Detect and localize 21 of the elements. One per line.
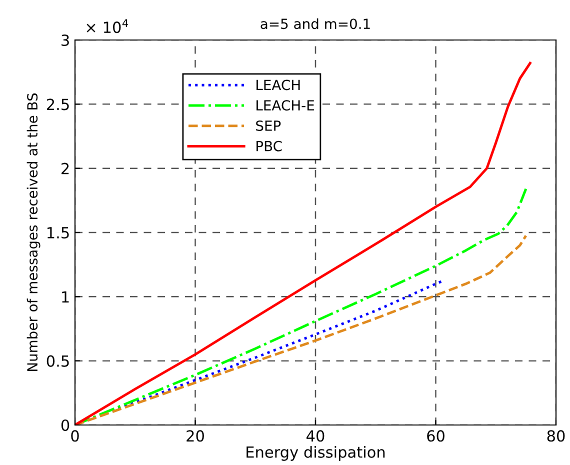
x-tick-label: 80 <box>547 430 565 442</box>
x-tick-label: 40 <box>306 430 324 442</box>
y-tick-label: 2.5 <box>46 98 69 110</box>
y-tick-label: 0.5 <box>46 355 69 367</box>
y-tick-label: 1 <box>62 291 69 302</box>
x-axis-title: Energy dissipation <box>246 446 385 461</box>
y-tick-label: 3 <box>62 34 69 46</box>
line-series <box>75 62 532 425</box>
x-tick-label: 60 <box>427 430 444 442</box>
x-tick-label: 0 <box>71 430 79 442</box>
legend-label: PBC <box>256 140 282 152</box>
text: × 10$^{4}$ <box>86 19 128 34</box>
legend-label: LEACH-E <box>256 100 314 111</box>
y-tick-label: 1.5 <box>48 227 69 239</box>
legend-label: LEACH <box>256 80 300 90</box>
chart-title: a=5 and m=0.1 <box>260 18 370 30</box>
y-tick-label: 0 <box>61 419 70 432</box>
legend-label: SEP <box>256 120 281 131</box>
x-tick-label: 20 <box>186 430 204 442</box>
y-axis-title: Number of messages received at the BS <box>26 93 40 372</box>
y-tick-label: 2 <box>62 162 69 174</box>
